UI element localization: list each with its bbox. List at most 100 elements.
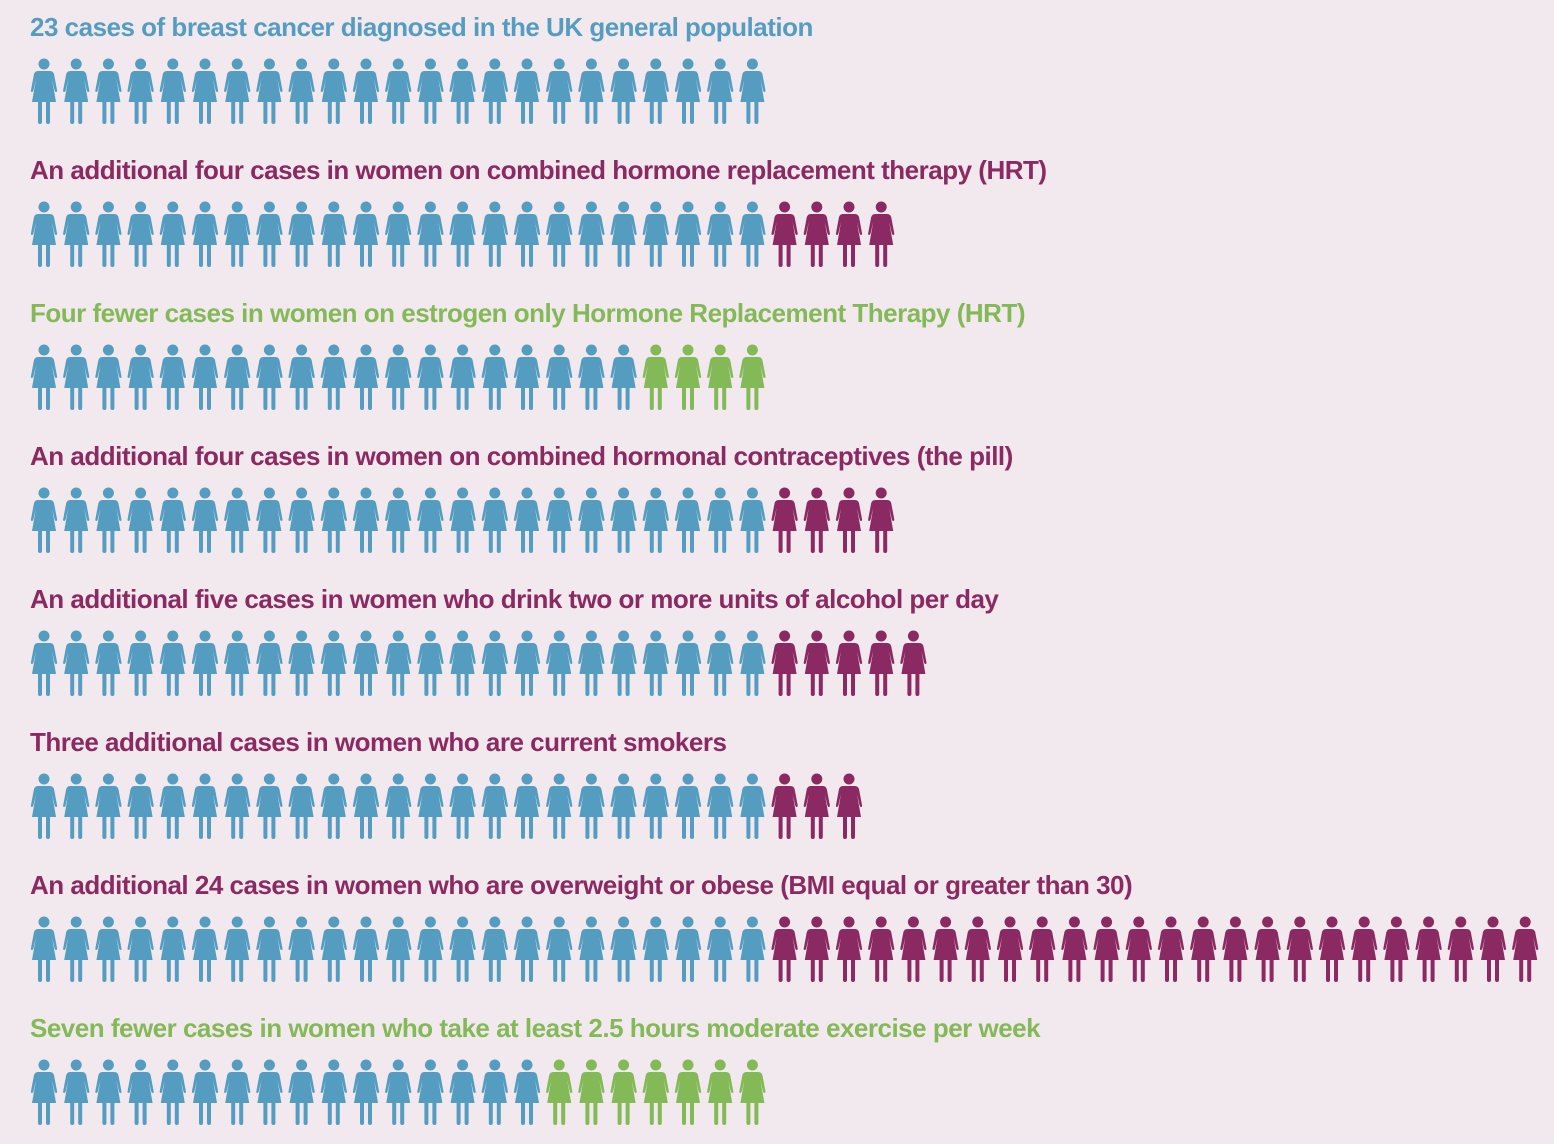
person-icon	[63, 344, 90, 410]
person-icon	[674, 916, 702, 982]
person-icon	[674, 630, 702, 696]
person-icon	[513, 58, 541, 124]
person-icon	[30, 916, 58, 982]
person-icon	[707, 487, 734, 553]
person-icon	[835, 630, 863, 696]
person-icon	[1093, 916, 1120, 982]
person-icon	[191, 58, 219, 124]
row-title: Four fewer cases in women on estrogen on…	[30, 298, 1025, 328]
person-icon	[803, 773, 830, 839]
person-icon	[1383, 916, 1410, 982]
person-icon	[1190, 916, 1217, 982]
row-title: 23 cases of breast cancer diagnosed in t…	[30, 12, 813, 42]
person-icon	[642, 773, 669, 839]
person-icon	[835, 773, 863, 839]
person-icon	[417, 487, 444, 553]
person-icon	[610, 487, 637, 553]
person-icon	[642, 487, 669, 553]
person-icon	[964, 916, 991, 982]
person-icon	[417, 201, 444, 267]
person-icon	[900, 916, 927, 982]
person-icon	[288, 773, 315, 839]
person-icon	[771, 916, 798, 982]
person-icon	[159, 58, 186, 124]
person-icon	[30, 201, 58, 267]
person-icon	[352, 344, 380, 410]
person-icon	[546, 344, 573, 410]
row-title: An additional four cases in women on com…	[30, 441, 1013, 471]
person-icon	[610, 630, 637, 696]
person-icon	[63, 916, 90, 982]
person-icon	[63, 487, 90, 553]
person-icon	[30, 344, 58, 410]
person-icon	[288, 58, 315, 124]
person-icon	[1318, 916, 1346, 982]
person-icon	[707, 1059, 734, 1125]
person-icon	[449, 630, 476, 696]
person-icon	[159, 487, 186, 553]
person-icon	[127, 1059, 154, 1125]
person-icon	[1125, 916, 1152, 982]
person-icon	[449, 487, 476, 553]
person-icon	[191, 630, 219, 696]
person-icon	[449, 773, 476, 839]
person-icon	[674, 201, 702, 267]
person-icon	[417, 916, 444, 982]
person-icon	[352, 1059, 380, 1125]
person-icon	[868, 630, 895, 696]
person-icon	[996, 916, 1024, 982]
person-icon	[288, 1059, 315, 1125]
person-icon	[385, 916, 412, 982]
person-icon	[256, 201, 283, 267]
person-icon	[803, 201, 830, 267]
person-icon	[127, 487, 154, 553]
person-icon	[95, 773, 122, 839]
person-icon	[481, 487, 508, 553]
person-icon	[127, 916, 154, 982]
person-icon	[159, 344, 186, 410]
person-icon	[191, 1059, 219, 1125]
person-icon	[642, 344, 669, 410]
person-icon	[288, 344, 315, 410]
person-icon	[707, 916, 734, 982]
person-icon	[481, 773, 508, 839]
person-icon	[352, 630, 380, 696]
person-icon	[63, 773, 90, 839]
person-icon	[513, 344, 541, 410]
person-icon	[224, 916, 251, 982]
person-icon	[449, 344, 476, 410]
row-title: An additional five cases in women who dr…	[30, 584, 999, 614]
person-icon	[739, 487, 766, 553]
person-icon	[578, 630, 605, 696]
person-icon	[771, 630, 798, 696]
person-icon	[288, 630, 315, 696]
person-icon	[256, 487, 283, 553]
person-icon	[95, 1059, 122, 1125]
person-icon	[1415, 916, 1442, 982]
person-icon	[707, 344, 734, 410]
person-icon	[674, 773, 702, 839]
person-icon	[739, 58, 766, 124]
person-icon	[610, 1059, 637, 1125]
person-icon	[1254, 916, 1281, 982]
person-icon	[63, 201, 90, 267]
person-icon	[224, 58, 251, 124]
person-icon	[385, 201, 412, 267]
person-icon	[739, 201, 766, 267]
person-icon	[578, 487, 605, 553]
person-icon	[288, 487, 315, 553]
person-icon	[288, 201, 315, 267]
person-icon	[513, 487, 541, 553]
person-icon	[95, 344, 122, 410]
person-icon	[449, 916, 476, 982]
person-icon	[30, 487, 58, 553]
person-icon	[385, 630, 412, 696]
person-icon	[610, 201, 637, 267]
person-icon	[642, 630, 669, 696]
person-icon	[739, 630, 766, 696]
person-icon	[352, 487, 380, 553]
person-icon	[578, 58, 605, 124]
person-icon	[610, 344, 637, 410]
person-icon	[320, 58, 347, 124]
